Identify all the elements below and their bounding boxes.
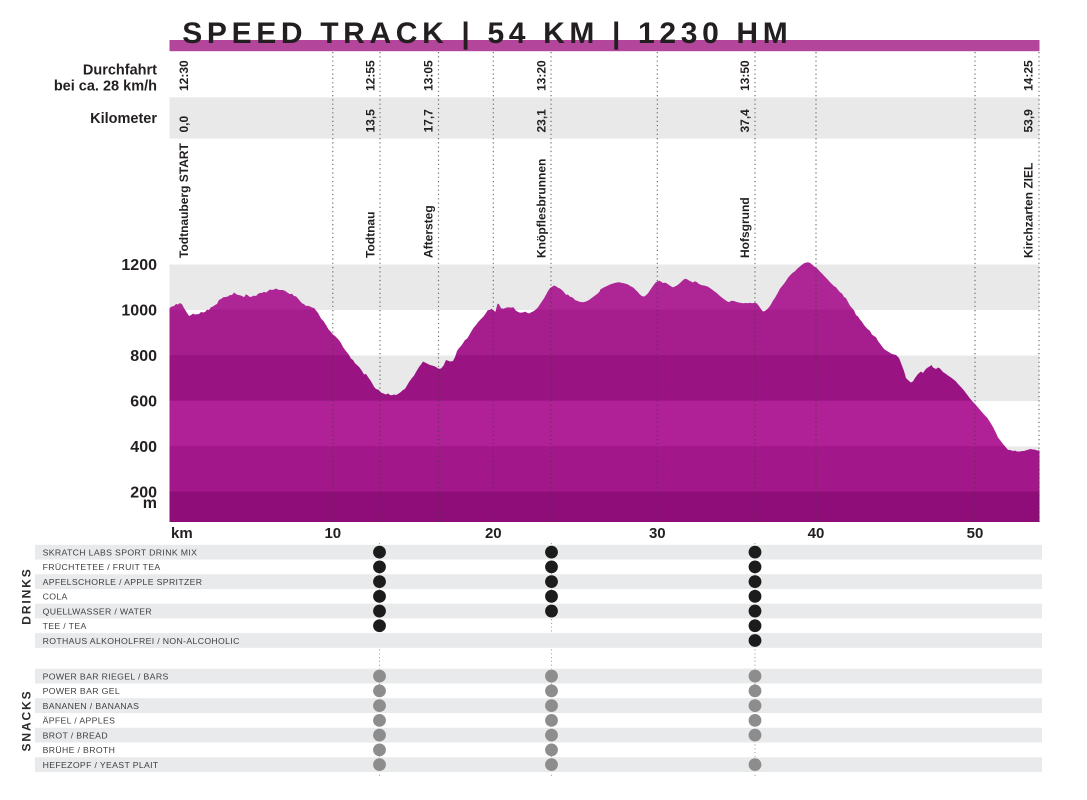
svg-text:40: 40 [808,525,825,542]
svg-text:BRÜHE / BROTH: BRÜHE / BROTH [43,745,116,755]
svg-text:POWER BAR RIEGEL / BARS: POWER BAR RIEGEL / BARS [43,671,169,681]
svg-text:DRINKS: DRINKS [20,567,34,624]
svg-text:600: 600 [130,394,157,411]
svg-text:BROT / BREAD: BROT / BREAD [43,730,108,740]
svg-text:APFELSCHORLE / APPLE SPRITZER: APFELSCHORLE / APPLE SPRITZER [43,577,203,587]
svg-text:SNACKS: SNACKS [20,689,34,751]
svg-text:12:30: 12:30 [177,60,191,91]
svg-text:Aftersteg: Aftersteg [422,205,436,258]
svg-text:10: 10 [324,525,341,542]
svg-text:53,9: 53,9 [1022,109,1036,133]
svg-text:Durchfahrt: Durchfahrt [83,63,157,79]
svg-text:14:25: 14:25 [1022,60,1036,91]
svg-text:bei ca. 28 km/h: bei ca. 28 km/h [54,79,157,95]
svg-text:Knöpflesbrunnen: Knöpflesbrunnen [535,159,549,258]
svg-text:200: 200 [130,485,157,502]
svg-text:FRÜCHTETEE / FRUIT TEA: FRÜCHTETEE / FRUIT TEA [43,562,161,572]
svg-text:ROTHAUS ALKOHOLFREI / NON-ALCO: ROTHAUS ALKOHOLFREI / NON-ALCOHOLIC [43,636,240,646]
svg-text:400: 400 [130,439,157,456]
svg-text:23,1: 23,1 [535,109,549,133]
svg-text:SPEED TRACK | 54 KM | 1230 HM: SPEED TRACK | 54 KM | 1230 HM [182,17,792,50]
svg-text:13:20: 13:20 [535,60,549,91]
svg-text:13,5: 13,5 [364,109,378,133]
svg-text:SKRATCH LABS SPORT DRINK MIX: SKRATCH LABS SPORT DRINK MIX [43,547,198,557]
svg-text:m: m [143,495,157,512]
svg-text:30: 30 [649,525,666,542]
svg-text:ÄPFEL / APPLES: ÄPFEL / APPLES [43,716,116,726]
svg-text:17,7: 17,7 [422,109,436,133]
svg-text:12:55: 12:55 [364,60,378,91]
svg-text:POWER BAR GEL: POWER BAR GEL [43,686,120,696]
svg-text:13:50: 13:50 [738,60,752,91]
svg-text:1000: 1000 [121,303,157,320]
svg-text:37,4: 37,4 [738,109,752,133]
svg-text:Todtnau: Todtnau [364,212,378,258]
svg-text:QUELLWASSER / WATER: QUELLWASSER / WATER [43,606,152,616]
svg-text:HEFEZOPF / YEAST PLAIT: HEFEZOPF / YEAST PLAIT [43,760,159,770]
svg-text:Todtnauberg START: Todtnauberg START [177,142,191,258]
svg-text:1200: 1200 [121,257,157,274]
svg-text:COLA: COLA [43,592,68,602]
svg-text:50: 50 [967,525,984,542]
svg-text:km: km [171,525,193,542]
svg-text:20: 20 [485,525,502,542]
svg-text:BANANEN / BANANAS: BANANEN / BANANAS [43,701,140,711]
svg-text:Kirchzarten ZIEL: Kirchzarten ZIEL [1022,163,1036,258]
svg-text:800: 800 [130,348,157,365]
svg-text:13:05: 13:05 [422,60,436,91]
svg-text:TEE / TEA: TEE / TEA [43,621,87,631]
svg-text:Kilometer: Kilometer [90,111,157,127]
svg-text:Hofsgrund: Hofsgrund [738,197,752,258]
svg-text:0,0: 0,0 [177,115,191,132]
